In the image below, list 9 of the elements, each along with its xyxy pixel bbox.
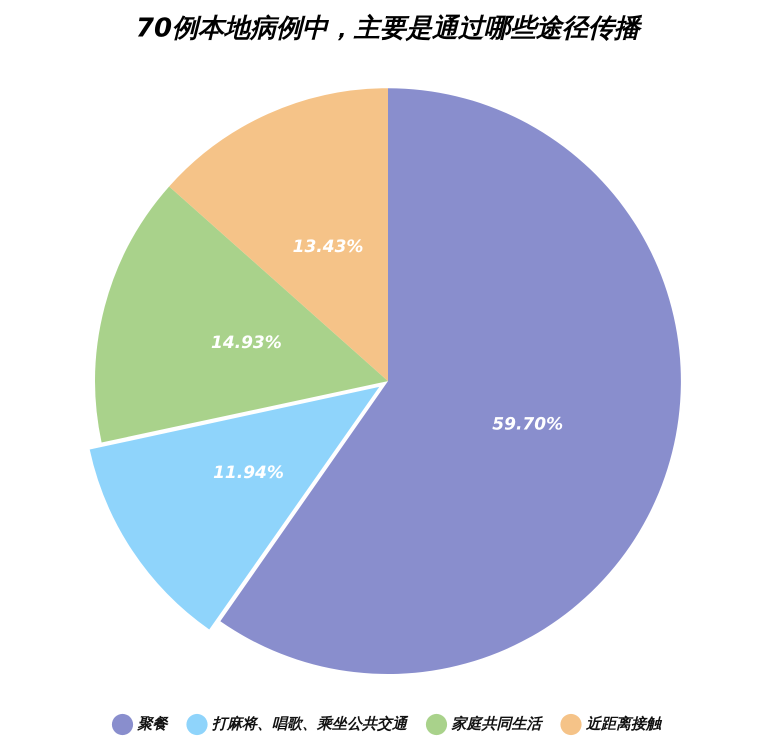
legend-label: 家庭共同生活	[450, 714, 544, 732]
chart-title: 70例本地病例中，主要是通过哪些途径传播	[136, 13, 644, 44]
data-label: 11.94%	[213, 463, 284, 484]
legend-label: 聚餐	[136, 714, 170, 732]
legend-label: 打麻将、唱歌、乘坐公共交通	[212, 714, 409, 732]
data-label: 13.43%	[292, 236, 364, 257]
legend-label: 近距离接触	[585, 714, 663, 732]
data-label: 59.70%	[492, 414, 564, 434]
data-label: 14.93%	[210, 333, 282, 354]
